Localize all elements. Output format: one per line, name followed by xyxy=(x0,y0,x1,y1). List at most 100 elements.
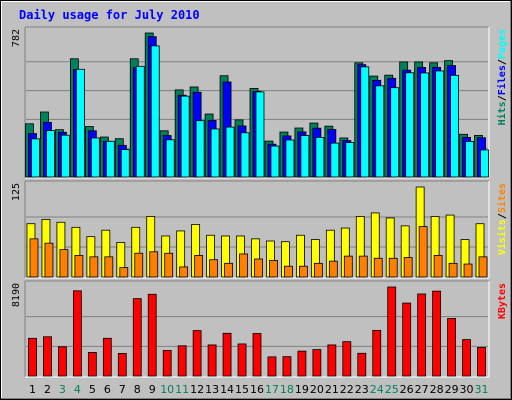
bar-sites-day-31 xyxy=(478,256,488,278)
bar-kbytes-day-4 xyxy=(72,290,82,377)
day-label-7: 7 xyxy=(119,383,126,396)
bar-kbytes-day-18 xyxy=(282,356,292,377)
bar-pages-day-29 xyxy=(450,74,459,178)
bar-pages-day-24 xyxy=(375,85,385,178)
bar-sites-day-10 xyxy=(164,252,174,278)
bar-pages-day-8 xyxy=(135,65,145,178)
bar-kbytes-day-5 xyxy=(87,352,97,377)
bar-sites-day-18 xyxy=(284,265,293,278)
legend-separator: / xyxy=(497,59,508,65)
day-label-17: 17 xyxy=(265,383,279,396)
day-label-5: 5 xyxy=(89,383,96,396)
bar-kbytes-day-26 xyxy=(402,302,412,377)
bar-sites-day-14 xyxy=(224,262,233,278)
bar-kbytes-day-28 xyxy=(432,290,442,377)
bar-kbytes-day-6 xyxy=(102,337,112,377)
bar-pages-day-23 xyxy=(360,66,370,178)
bar-sites-day-11 xyxy=(179,266,189,278)
day-label-8: 8 xyxy=(134,383,141,396)
bar-pages-day-21 xyxy=(330,142,340,178)
day-label-28: 28 xyxy=(430,383,444,396)
bar-sites-day-2 xyxy=(44,242,54,278)
bar-pages-day-16 xyxy=(255,91,265,178)
bar-sites-day-23 xyxy=(358,255,368,278)
bar-sites-day-29 xyxy=(448,262,458,278)
legend-separator: / xyxy=(497,95,508,101)
bar-sites-day-4 xyxy=(74,254,84,278)
bar-kbytes-day-12 xyxy=(192,330,202,377)
bar-kbytes-day-29 xyxy=(447,318,456,377)
bar-pages-day-27 xyxy=(420,72,430,178)
day-label-1: 1 xyxy=(29,383,36,396)
bar-sites-day-17 xyxy=(269,260,278,278)
bar-kbytes-day-27 xyxy=(417,293,427,377)
bar-kbytes-day-17 xyxy=(267,356,277,377)
bar-sites-day-16 xyxy=(254,258,263,278)
bar-pages-day-13 xyxy=(210,128,220,178)
day-label-16: 16 xyxy=(250,383,264,396)
bar-sites-day-7 xyxy=(119,267,129,278)
bar-pages-day-25 xyxy=(390,87,400,178)
legend-sites: Sites xyxy=(496,183,508,213)
day-label-24: 24 xyxy=(370,383,384,396)
bar-sites-day-19 xyxy=(299,265,308,278)
panel-visits-sites: 125 Visits/Sites xyxy=(11,180,508,279)
day-label-10: 10 xyxy=(160,383,174,396)
max-value-label: 125 xyxy=(11,183,22,201)
day-label-25: 25 xyxy=(385,383,399,396)
bar-kbytes-day-13 xyxy=(207,344,217,377)
bar-pages-day-18 xyxy=(285,139,295,178)
legend-hits: Hits xyxy=(496,101,508,125)
bar-sites-day-8 xyxy=(134,252,144,278)
day-label-22: 22 xyxy=(340,383,354,396)
legend-separator: / xyxy=(497,213,508,219)
bar-kbytes-day-14 xyxy=(222,332,232,377)
bar-kbytes-day-1 xyxy=(28,337,37,377)
day-label-29: 29 xyxy=(445,383,459,396)
bar-kbytes-day-20 xyxy=(312,349,322,377)
bar-kbytes-day-24 xyxy=(372,329,382,377)
bar-pages-day-31 xyxy=(480,149,489,178)
bar-sites-day-26 xyxy=(403,257,413,278)
bar-kbytes-day-11 xyxy=(177,345,187,377)
day-label-19: 19 xyxy=(295,383,309,396)
bar-pages-day-17 xyxy=(270,145,280,178)
bar-pages-day-5 xyxy=(90,137,100,178)
bar-kbytes-day-8 xyxy=(132,298,142,377)
day-label-9: 9 xyxy=(149,383,156,396)
day-label-11: 11 xyxy=(175,383,189,396)
day-label-15: 15 xyxy=(235,383,249,396)
max-value-label: 782 xyxy=(11,29,22,47)
day-label-13: 13 xyxy=(205,383,219,396)
bar-sites-day-15 xyxy=(239,253,248,278)
bar-kbytes-day-3 xyxy=(58,346,67,377)
bar-kbytes-day-21 xyxy=(327,344,337,377)
day-label-20: 20 xyxy=(310,383,324,396)
bar-kbytes-day-25 xyxy=(387,286,397,377)
bar-pages-day-14 xyxy=(225,126,235,178)
legend-kbytes: KBytes xyxy=(497,283,508,319)
bar-kbytes-day-16 xyxy=(252,333,262,377)
panel-legend: Hits/Files/Pages xyxy=(496,29,508,125)
bar-pages-day-15 xyxy=(240,132,250,178)
bar-sites-day-12 xyxy=(194,254,204,278)
bar-pages-day-26 xyxy=(405,72,415,178)
bar-kbytes-day-9 xyxy=(147,293,157,377)
bar-kbytes-day-23 xyxy=(357,352,367,377)
bar-sites-day-1 xyxy=(29,238,39,278)
day-label-6: 6 xyxy=(104,383,111,396)
day-label-23: 23 xyxy=(355,383,369,396)
bar-pages-day-3 xyxy=(61,134,70,178)
day-label-21: 21 xyxy=(325,383,339,396)
bar-kbytes-day-30 xyxy=(462,339,471,377)
bar-sites-day-3 xyxy=(59,249,69,278)
bar-kbytes-day-22 xyxy=(342,341,352,377)
day-label-14: 14 xyxy=(220,383,234,396)
panel-hits-files-pages: 782 Hits/Files/Pages xyxy=(11,26,508,179)
chart-title: Daily usage for July 2010 xyxy=(19,8,200,22)
bar-kbytes-day-31 xyxy=(477,347,486,377)
legend-files: Files xyxy=(496,65,508,95)
bar-pages-day-10 xyxy=(165,139,175,178)
day-label-31: 31 xyxy=(475,383,489,396)
